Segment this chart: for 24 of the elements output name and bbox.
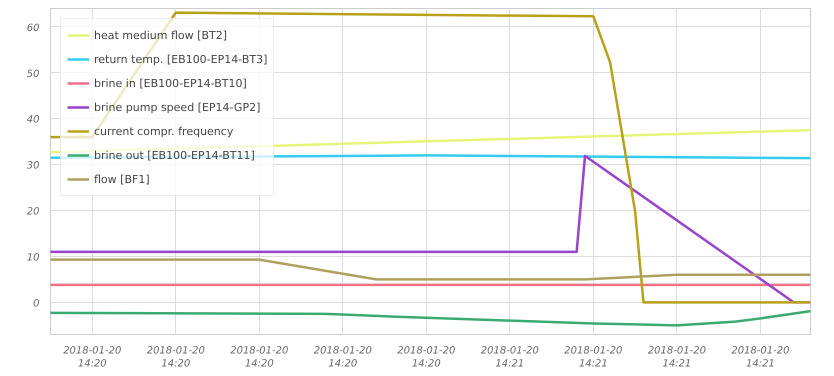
y-tick-label: 0	[33, 298, 40, 310]
y-tick-label: 60	[26, 22, 40, 34]
y-tick-label: 10	[26, 252, 40, 264]
x-tick-label: 2018-01-20 14:21	[480, 346, 539, 370]
x-tick-label: 2018-01-20 14:21	[731, 346, 790, 370]
legend-label: flow [BF1]	[94, 172, 150, 186]
x-tick-label: 2018-01-20 14:20	[230, 346, 288, 370]
x-tick-label: 2018-01-20 14:20	[146, 346, 205, 370]
x-tick-label: 2018-01-20 14:21	[564, 346, 622, 370]
legend-label: brine out [EB100-EP14-BT11]	[94, 148, 255, 162]
legend-label: brine in [EB100-EP14-BT10]	[94, 76, 247, 90]
y-tick-label: 50	[26, 68, 40, 80]
line-series	[50, 310, 810, 327]
x-tick-label: 2018-01-20 14:21	[648, 346, 706, 370]
legend-label: brine pump speed [EP14-GP2]	[94, 100, 260, 114]
y-tick-label: 40	[26, 114, 40, 126]
legend-label: current compr. frequency	[94, 124, 234, 138]
x-tick-label: 2018-01-20 14:20	[397, 346, 456, 370]
x-tick-label: 2018-01-20 14:20	[63, 346, 122, 370]
legend-label: return temp. [EB100-EP14-BT3]	[94, 52, 268, 66]
x-tick-label: 2018-01-20 14:20	[314, 346, 372, 370]
y-tick-label: 20	[26, 206, 40, 218]
y-tick-label: 30	[26, 160, 40, 172]
legend-label: heat medium flow [BT2]	[94, 28, 227, 42]
